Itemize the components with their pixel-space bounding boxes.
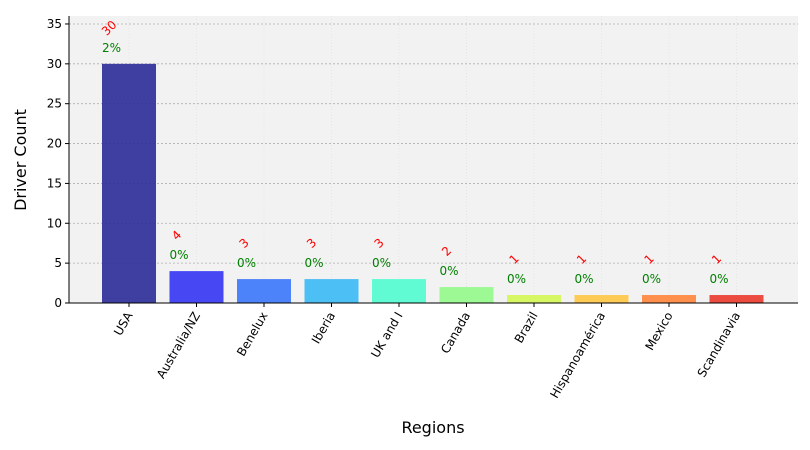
y-tick-label: 30 [47, 57, 62, 71]
bar [574, 295, 629, 303]
y-tick-label: 0 [54, 296, 62, 310]
y-tick-label: 10 [47, 216, 62, 230]
percent-label: 0% [372, 256, 391, 270]
percent-label: 0% [305, 256, 324, 270]
bar [102, 63, 156, 304]
x-tick-label: Canada [438, 310, 473, 357]
x-tick-label: Iberia [309, 310, 338, 347]
percent-label: 2% [102, 41, 121, 55]
y-tick-label: 5 [54, 256, 62, 270]
bar [642, 295, 696, 303]
percent-label: 0% [237, 256, 256, 270]
x-tick-label: UK and I [368, 310, 405, 361]
x-tick-label: Mexico [643, 310, 676, 353]
y-tick-label: 20 [47, 137, 62, 151]
x-tick-label: Scandinavia [695, 310, 744, 380]
x-tick-label: Benelux [234, 310, 270, 359]
bar [709, 295, 764, 303]
percent-label: 0% [507, 272, 526, 286]
percent-label: 0% [170, 248, 189, 262]
x-tick-label: Hispanoamérica [547, 310, 608, 401]
bar [237, 279, 291, 303]
y-axis-label: Driver Count [11, 109, 30, 211]
bar [169, 271, 224, 303]
y-tick-label: 15 [47, 176, 62, 190]
percent-label: 0% [575, 272, 594, 286]
bar [507, 295, 561, 303]
x-tick-label: Brazil [512, 310, 541, 346]
x-tick-label: Australia/NZ [154, 310, 203, 381]
bars [102, 63, 764, 304]
bar [372, 279, 426, 303]
bar [304, 279, 359, 303]
x-axis-label: Regions [401, 418, 464, 437]
y-axis-ticks: 0 5 10 15 20 25 30 35 [47, 17, 69, 310]
percent-label: 0% [440, 264, 459, 278]
y-tick-label: 35 [47, 17, 62, 31]
percent-label: 0% [642, 272, 661, 286]
bar [439, 287, 494, 303]
x-tick-label: USA [111, 309, 136, 338]
percent-label: 0% [710, 272, 729, 286]
y-tick-label: 25 [47, 97, 62, 111]
x-axis-ticks: USA Australia/NZ Benelux Iberia UK and I Cana… [111, 303, 743, 401]
